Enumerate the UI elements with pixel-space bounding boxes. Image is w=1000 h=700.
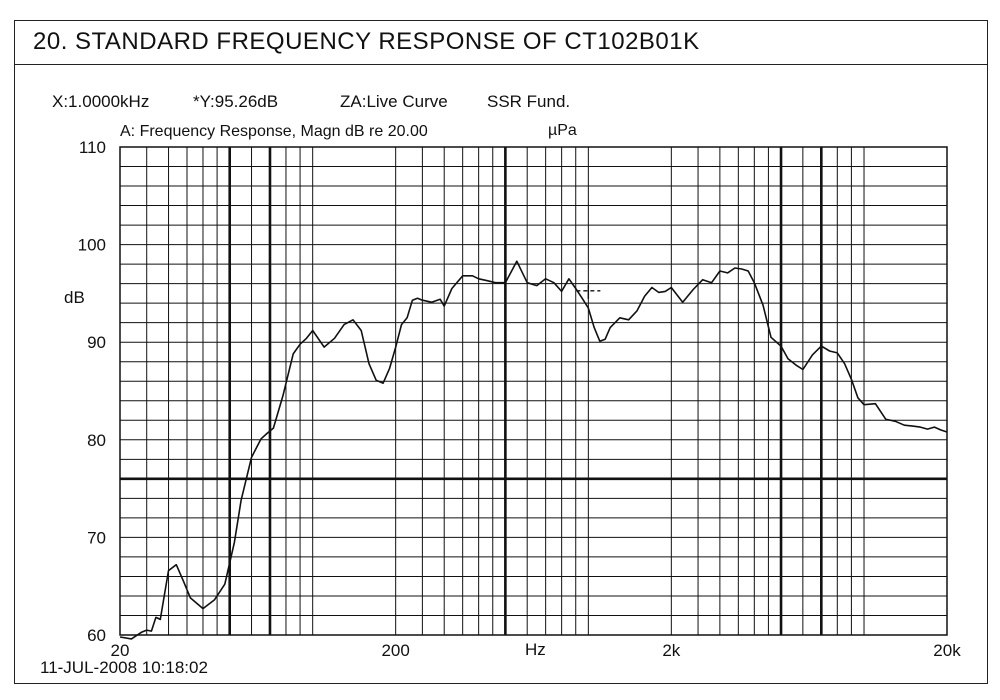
x-tick-label: 20k [933, 641, 961, 660]
chart-subtitle: A: Frequency Response, Magn dB re 20.00 [120, 123, 428, 140]
page-title: 20. STANDARD FREQUENCY RESPONSE OF CT102… [33, 28, 700, 55]
axis-tick-labels: 110 100 90 80 70 60 20 200 2k 20k [78, 138, 962, 660]
x-tick-label: 20 [111, 641, 130, 660]
timestamp: 11-JUL-2008 10:18:02 [40, 658, 208, 677]
y-axis-title: dB [64, 288, 85, 307]
x-tick-label: 2k [662, 641, 680, 660]
chart-subtitle-unit: µPa [548, 122, 577, 139]
chart-grid [119, 146, 948, 636]
title-bar: 20. STANDARD FREQUENCY RESPONSE OF CT102… [15, 21, 987, 65]
cursor-marker [576, 284, 601, 299]
plot-border [119, 146, 948, 636]
x-tick-label: 200 [381, 641, 409, 660]
y-tick-label: 80 [87, 431, 106, 450]
y-tick-label: 60 [87, 626, 106, 645]
report-frame: 20. STANDARD FREQUENCY RESPONSE OF CT102… [14, 20, 988, 684]
za-readout: ZA:Live Curve [340, 92, 448, 111]
cursor-y-readout: *Y:95.26dB [193, 92, 279, 111]
x-axis-title: Hz [525, 640, 546, 659]
response-curve [119, 260, 948, 640]
y-tick-label: 90 [87, 333, 106, 352]
y-tick-label: 100 [78, 236, 106, 255]
y-tick-label: 110 [79, 138, 106, 157]
y-tick-label: 70 [87, 528, 106, 547]
cursor-x-readout: X:1.0000kHz [52, 92, 150, 111]
ssr-readout: SSR Fund. [487, 92, 571, 111]
